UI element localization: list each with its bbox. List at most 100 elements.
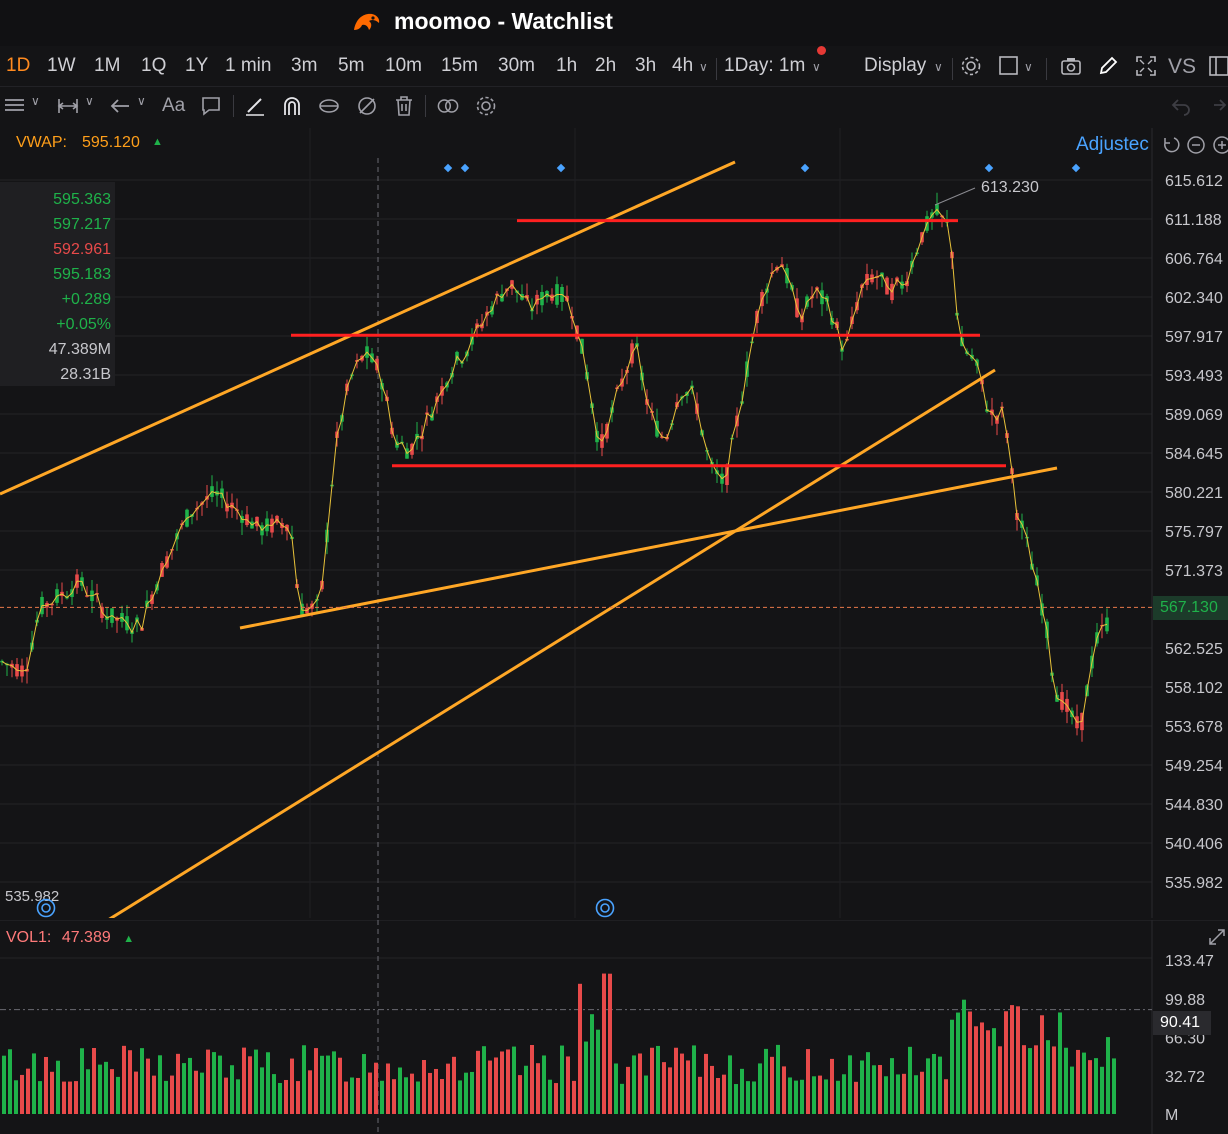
tab-1w[interactable]: 1W [47,55,76,76]
volume-bar [242,1047,246,1114]
gear-icon[interactable] [960,55,982,77]
volume-bar [1088,1060,1092,1114]
tab-10m[interactable]: 10m [385,55,422,76]
tab-3m[interactable]: 3m [291,55,318,76]
toggle-icon[interactable] [437,95,459,117]
chevron-down-icon[interactable]: ∨ [812,60,821,74]
undo-icon[interactable] [1170,95,1192,117]
volume-bar [146,1058,150,1114]
divider [1046,58,1047,80]
volume-bar [998,1046,1002,1114]
title-bar [0,0,1228,46]
list-icon[interactable] [4,95,26,117]
adjusted-label[interactable]: Adjustec [1076,134,1149,155]
settings-icon[interactable] [475,95,497,117]
magnet-icon[interactable] [281,95,303,117]
volume-bar [470,1071,474,1114]
volume-bar [824,1079,828,1114]
volume-bar [398,1067,402,1114]
chevron-down-icon[interactable]: ∨ [934,60,943,74]
pencil-line-icon[interactable] [244,95,266,117]
eye-off-icon[interactable] [356,95,378,117]
low-price-label: 535.982 [5,888,60,905]
ruler-icon[interactable] [57,95,79,117]
layout-square-icon[interactable] [998,55,1020,77]
tab-1m[interactable]: 1M [94,55,121,76]
volume-bar [1040,1015,1044,1114]
event-marker-icon[interactable] [36,898,56,918]
redo-icon[interactable] [1206,95,1228,117]
arrow-left-icon[interactable] [109,95,131,117]
chevron-down-icon[interactable]: ∨ [31,94,40,108]
eye-link-icon[interactable] [318,95,340,117]
price-tick-label: 584.645 [1165,446,1223,463]
tab-4h[interactable]: 4h [672,55,694,76]
chevron-down-icon[interactable]: ∨ [85,94,94,108]
volume-bar [488,1060,492,1114]
price-tick-label: 593.493 [1165,368,1223,385]
volume-bar [1022,1045,1026,1114]
volume-bar [866,1052,870,1114]
tab-1d[interactable]: 1D [6,55,31,76]
interval-selector[interactable]: 1Day: 1m [724,55,806,76]
tab-3h[interactable]: 3h [635,55,657,76]
volume-bar [704,1053,708,1114]
compare-vs-button[interactable]: VS [1168,55,1197,78]
volume-bar [512,1046,516,1114]
comment-icon[interactable] [200,95,222,117]
camera-icon[interactable] [1060,55,1082,77]
tab-1y[interactable]: 1Y [185,55,209,76]
volume-bar [374,1062,378,1114]
expand-icon[interactable] [1208,928,1226,946]
price-tick-label: 558.102 [1165,680,1223,697]
trash-icon[interactable] [393,95,415,117]
volume-bar [506,1049,510,1114]
volume-bar [560,1045,564,1114]
volume-bar [98,1064,102,1114]
volume-unit-label: M [1165,1107,1178,1124]
drawing-toolbar: ∨ ∨ ∨ Aa [0,87,1228,125]
volume-bar [668,1067,672,1114]
tab-15m[interactable]: 15m [441,55,478,76]
volume-marker-value: 90.41 [1160,1014,1201,1031]
chevron-down-icon[interactable]: ∨ [137,94,146,108]
pencil-icon[interactable] [1097,55,1119,77]
chevron-down-icon[interactable]: ∨ [1024,60,1033,74]
text-icon[interactable]: Aa [162,95,186,116]
panel-icon[interactable] [1208,55,1228,77]
change-value: +0.289 [61,291,111,308]
volume-bar [1070,1066,1074,1114]
volume-bar [200,1072,204,1114]
volume-bar [62,1081,66,1114]
volume-bar [926,1058,930,1114]
tab-5m[interactable]: 5m [338,55,365,76]
tab-1q[interactable]: 1Q [141,55,167,76]
price-tick-label: 580.221 [1165,485,1223,502]
vwap-value: 595.120 [82,134,140,151]
price-chart[interactable]: 615.612 611.188 606.764 602.340 597.917 593.4… [0,128,1228,918]
tab-1min[interactable]: 1 min [225,55,272,76]
volume-bar [404,1077,408,1114]
triangle-up-icon: ▲ [152,136,163,148]
fullscreen-icon[interactable] [1135,55,1157,77]
volume-bar [68,1081,72,1114]
current-price-value: 567.130 [1160,599,1218,616]
volume-bar [302,1045,306,1114]
trendline [108,368,996,918]
candle-body [50,603,54,606]
tab-30m[interactable]: 30m [498,55,535,76]
volume-bar [494,1057,498,1114]
volume-bar [776,1044,780,1114]
tab-1h[interactable]: 1h [556,55,578,76]
volume-bar [1016,1006,1020,1114]
volume-bar [932,1053,936,1114]
moving-average-line [1,208,1108,723]
chevron-down-icon[interactable]: ∨ [699,60,708,74]
vol-label: VOL1: [6,929,52,946]
volume-bar [890,1058,894,1114]
display-button[interactable]: Display [864,55,927,76]
event-marker-icon[interactable] [595,898,615,918]
zoom-controls[interactable] [1160,134,1228,156]
tab-2h[interactable]: 2h [595,55,617,76]
